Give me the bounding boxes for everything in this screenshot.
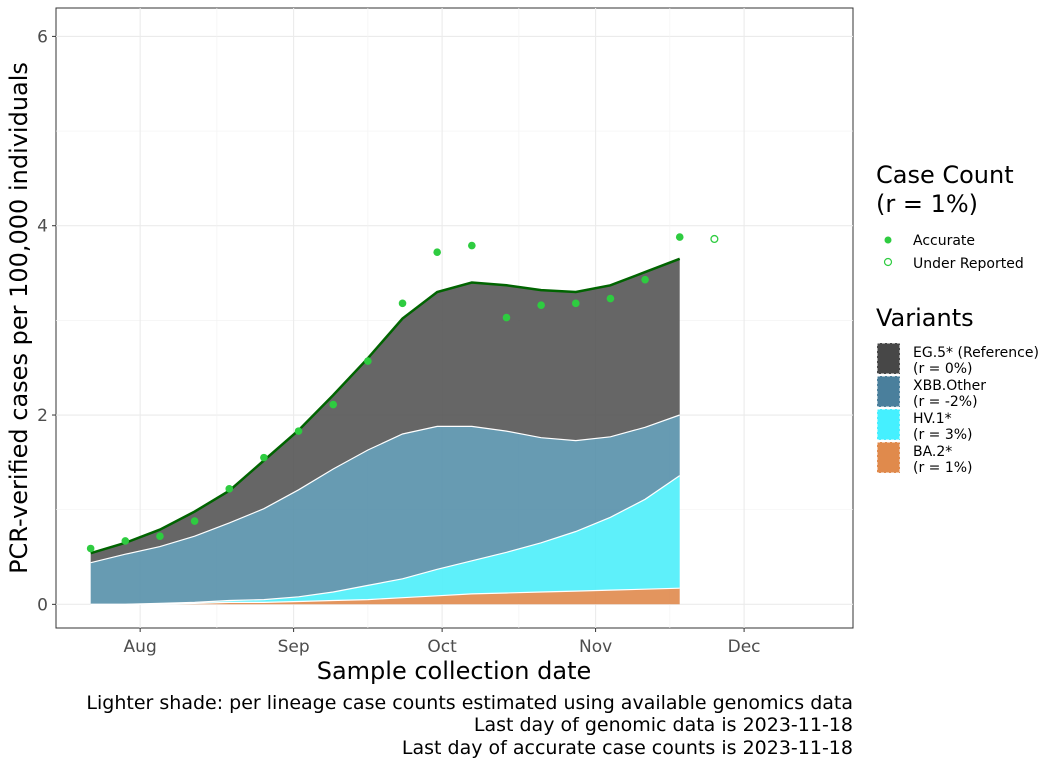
- area-boundaries: [90, 257, 681, 605]
- x-axis-title: Sample collection date: [317, 657, 592, 685]
- point-accurate: [571, 299, 580, 308]
- legend-key-0: [876, 342, 901, 375]
- area-hv-1: [90, 475, 680, 605]
- legend-variant-rate: (r = 3%): [913, 427, 973, 443]
- case-count-points: [86, 233, 719, 553]
- legend-under-reported-label: Under Reported: [913, 256, 1024, 272]
- caption-line-1: Lighter shade: per lineage case counts e…: [86, 692, 853, 714]
- point-accurate: [606, 294, 615, 303]
- caption-line-2: Last day of genomic data is 2023-11-18: [474, 714, 853, 736]
- boundary-line: [90, 414, 680, 564]
- point-accurate: [260, 453, 268, 462]
- x-axis-ticks: Aug Sep Oct Nov Dec: [124, 628, 761, 657]
- legend-variants-title: Variants: [876, 304, 974, 332]
- x-tick-label: Oct: [427, 637, 457, 657]
- point-accurate: [641, 275, 649, 284]
- area-ba-2: [90, 588, 680, 605]
- point-accurate: [294, 427, 303, 435]
- point-under-reported: [710, 234, 719, 244]
- point-accurate: [329, 400, 338, 409]
- legend-key-3: [876, 441, 901, 474]
- y-tick-label: 6: [37, 27, 48, 47]
- area-xbb-other: [90, 415, 680, 605]
- point-accurate: [537, 301, 545, 310]
- legend-case-count-title: Case Count: [876, 161, 1014, 189]
- x-tick-label: Aug: [124, 637, 157, 657]
- point-accurate: [364, 357, 372, 365]
- y-tick-label: 4: [37, 217, 48, 237]
- legend-variant-rate: (r = 1%): [913, 460, 973, 476]
- legend-key-2: [876, 408, 901, 441]
- y-axis-title: PCR-verified cases per 100,000 individua…: [5, 62, 33, 574]
- point-accurate: [433, 248, 441, 257]
- y-axis-ticks: 0 2 4 6: [37, 27, 56, 615]
- point-accurate: [121, 537, 130, 545]
- point-accurate: [190, 517, 199, 525]
- legend-variant-name: BA.2*: [913, 444, 952, 460]
- legend-variant-name: HV.1*: [913, 411, 952, 427]
- point-accurate: [675, 233, 684, 241]
- point-accurate: [156, 532, 164, 540]
- variant-areas: [90, 258, 680, 605]
- grid-lines: [56, 8, 853, 628]
- x-tick-label: Sep: [278, 637, 310, 657]
- y-tick-label: 2: [37, 406, 48, 426]
- point-accurate: [468, 241, 476, 250]
- point-accurate: [502, 313, 511, 322]
- legend-variant-rate: (r = 0%): [913, 361, 973, 377]
- legend-accurate-marker: [884, 236, 892, 244]
- y-tick-label: 0: [37, 595, 48, 615]
- caption-line-3: Last day of accurate case counts is 2023…: [402, 737, 853, 759]
- legend-case-count-rate: (r = 1%): [876, 190, 978, 218]
- legend-variant-rate: (r = -2%): [913, 394, 978, 410]
- point-accurate: [398, 299, 407, 308]
- boundary-line: [90, 475, 681, 605]
- legend-variants: Variants EG.5* (Reference)(r = 0%)XBB.Ot…: [876, 304, 1039, 476]
- legend-under-reported-marker: [883, 257, 893, 267]
- legend-case-count: Case Count (r = 1%) Accurate Under Repor…: [876, 161, 1024, 272]
- legend-variant-name: EG.5* (Reference): [913, 345, 1039, 361]
- point-accurate: [225, 485, 234, 493]
- legend-key-1: [876, 375, 901, 408]
- area-eg-5-reference: [90, 258, 680, 563]
- captions: Lighter shade: per lineage case counts e…: [86, 692, 853, 759]
- legend-variant-name: XBB.Other: [913, 378, 986, 394]
- x-tick-label: Dec: [728, 637, 761, 657]
- point-accurate: [86, 544, 95, 553]
- total-line: [90, 257, 681, 555]
- boundary-line: [90, 587, 680, 605]
- x-tick-label: Nov: [579, 637, 612, 657]
- legend-accurate-label: Accurate: [913, 233, 975, 249]
